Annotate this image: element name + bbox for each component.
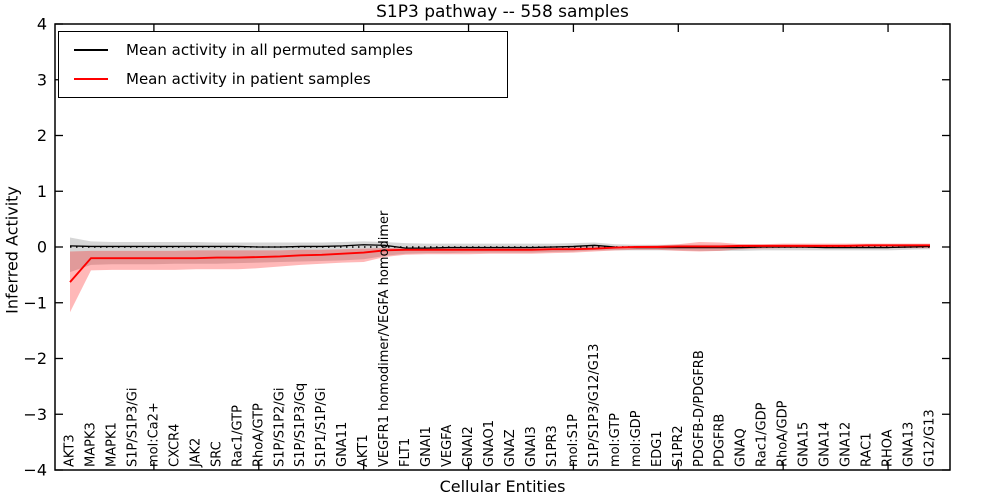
x-category-label: RHOA — [881, 429, 896, 467]
legend-line-patient-icon — [74, 78, 108, 81]
chart-title: S1P3 pathway -- 558 samples — [376, 2, 629, 22]
x-category-label: S1PR3 — [545, 425, 560, 467]
legend-item-patient: Mean activity in patient samples — [59, 65, 507, 93]
x-category-label: VEGFR1 homodimer/VEGFA homodimer — [377, 210, 392, 467]
x-category-label: GNAI1 — [419, 426, 434, 467]
x-category-label: GNAI2 — [461, 426, 476, 467]
x-category-label: AKT1 — [356, 434, 371, 467]
x-category-label: S1P/S1P3/Gi — [125, 388, 140, 467]
y-tick-label: 0 — [37, 238, 47, 257]
x-category-label: GNAI3 — [524, 426, 539, 467]
legend-item-permuted: Mean activity in all permuted samples — [59, 36, 507, 64]
x-category-label: mol:GDP — [629, 410, 644, 467]
x-category-label: S1P/S1P3/Gq — [293, 383, 308, 467]
x-category-label: GNAO1 — [482, 420, 497, 467]
x-category-label: JAK2 — [188, 438, 203, 468]
x-category-label: G12/G13 — [923, 409, 938, 467]
x-category-label: PDGFB-D/PDGFRB — [692, 350, 707, 467]
x-category-label: CXCR4 — [167, 424, 182, 467]
y-tick-label: 2 — [37, 126, 47, 145]
x-category-label: GNA13 — [902, 422, 917, 467]
y-tick-label: −1 — [23, 293, 47, 312]
series-line-patient — [69, 244, 930, 283]
y-tick-label: 3 — [37, 70, 47, 89]
x-category-label: EDG1 — [650, 430, 665, 467]
x-category-label: S1PR2 — [671, 425, 686, 467]
x-category-label: PDGFRB — [713, 414, 728, 467]
y-tick-label: 1 — [37, 182, 47, 201]
x-category-label: Rac1/GTP — [230, 405, 245, 467]
x-category-label: AKT3 — [63, 434, 78, 467]
legend-line-permuted-icon — [74, 48, 108, 51]
x-category-label: GNA12 — [839, 422, 854, 467]
y-tick-label: 4 — [37, 15, 47, 34]
y-axis-title: Inferred Activity — [2, 186, 22, 314]
y-tick-label: −3 — [23, 405, 47, 424]
x-category-label: GNAQ — [734, 428, 749, 467]
x-category-label: FLT1 — [398, 438, 413, 467]
x-category-label: Rac1/GDP — [755, 402, 770, 467]
x-category-label: S1P1/S1P/Gi — [314, 388, 329, 467]
confidence-band-patient — [70, 241, 930, 313]
x-category-label: GNA14 — [818, 422, 833, 467]
x-category-label: GNA15 — [797, 422, 812, 467]
series-line-permuted — [69, 244, 931, 249]
x-category-label: VEGFA — [440, 425, 455, 467]
legend-label-patient: Mean activity in patient samples — [126, 70, 371, 89]
x-category-label: GNAZ — [503, 429, 518, 467]
x-category-label: S1P/S1P3/G12/G13 — [587, 344, 602, 467]
x-category-label: mol:GTP — [608, 413, 623, 467]
x-category-label: MAPK1 — [104, 422, 119, 467]
x-category-label: RhoA/GTP — [251, 403, 266, 467]
legend-label-permuted: Mean activity in all permuted samples — [126, 40, 413, 59]
y-tick-label: −4 — [23, 461, 47, 480]
x-category-label: S1P/S1P2/Gi — [272, 388, 287, 467]
legend: Mean activity in all permuted samples Me… — [58, 31, 508, 98]
x-category-label: RhoA/GDP — [776, 400, 791, 467]
x-category-label: mol:S1P — [566, 414, 581, 467]
x-category-label: RAC1 — [860, 432, 875, 467]
x-axis-title: Cellular Entities — [439, 477, 566, 496]
y-tick-label: −2 — [23, 349, 47, 368]
x-category-label: mol:Ca2+ — [146, 402, 161, 467]
x-category-label: MAPK3 — [83, 422, 98, 467]
x-category-label: SRC — [209, 441, 224, 467]
x-category-label: GNA11 — [335, 422, 350, 467]
